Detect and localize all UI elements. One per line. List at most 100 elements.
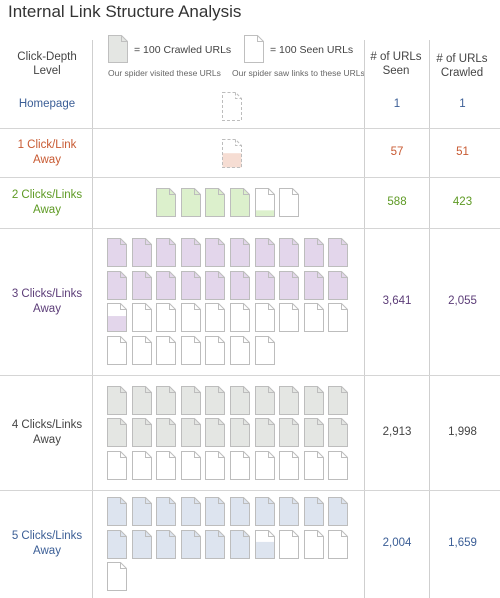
url-page-icon <box>205 529 226 559</box>
url-page-icon <box>279 303 300 333</box>
url-page-icon <box>107 562 127 591</box>
url-page-icon <box>303 450 324 480</box>
urls-seen-value: 2,913 <box>382 425 412 438</box>
url-page-icon <box>279 385 300 415</box>
url-page-icon <box>156 238 177 268</box>
urls-crawled-value: 1,998 <box>448 425 477 438</box>
url-page-icon <box>107 238 127 268</box>
url-page-icon <box>180 270 201 300</box>
urls-seen-value: 3,641 <box>382 294 412 307</box>
url-page-icon <box>230 303 250 333</box>
url-page-icon <box>180 335 201 365</box>
url-page-icon <box>107 529 127 559</box>
url-page-icon <box>107 450 127 480</box>
url-page-icon <box>328 270 349 300</box>
legend-crawled-icon <box>108 35 128 63</box>
url-page-icon <box>131 270 152 300</box>
url-page-icon <box>303 303 324 333</box>
url-page-icon <box>205 303 226 333</box>
row-divider <box>0 228 500 229</box>
url-page-icon <box>303 497 324 526</box>
url-page-icon <box>205 497 226 526</box>
url-page-icon <box>180 303 201 333</box>
url-page-icon <box>254 418 275 447</box>
url-page-icon <box>279 450 300 480</box>
url-page-icon <box>180 529 201 559</box>
url-page-icon <box>180 497 201 526</box>
url-page-icon <box>156 270 177 300</box>
urls-seen-value: 2,004 <box>382 537 412 549</box>
url-page-icon <box>205 188 226 217</box>
url-page-icon <box>254 303 275 333</box>
url-page-icon <box>279 238 300 268</box>
urls-seen-value: 588 <box>387 195 407 208</box>
url-page-icon <box>131 238 152 268</box>
url-page-icon <box>205 270 226 300</box>
url-page-icon <box>107 497 127 526</box>
url-page-icon <box>156 188 177 217</box>
url-page-icon <box>156 497 177 526</box>
column-divider-seen <box>364 40 365 598</box>
level-label: 2 Clicks/Links Away <box>11 188 83 216</box>
url-page-icon <box>156 335 177 365</box>
url-page-icon <box>131 385 152 415</box>
url-page-icon <box>328 529 349 559</box>
url-page-icon <box>254 238 275 268</box>
url-page-icon <box>328 303 349 333</box>
url-page-icon <box>205 418 226 447</box>
urls-seen-value: 57 <box>390 145 404 158</box>
url-page-icon <box>230 529 250 559</box>
url-page-icon <box>303 529 324 559</box>
legend-seen-note: Our spider saw links to these URLs <box>232 68 365 78</box>
level-label: 5 Clicks/Links Away <box>11 530 83 557</box>
url-page-icon <box>230 270 250 300</box>
urls-crawled-value: 1,659 <box>448 537 477 549</box>
column-divider-level <box>92 40 93 598</box>
url-page-icon <box>230 188 250 217</box>
level-label: 3 Clicks/Links Away <box>11 287 83 315</box>
url-page-icon <box>254 188 275 217</box>
url-page-icon <box>131 418 152 447</box>
legend-crawled-note: Our spider visited these URLs <box>108 68 221 78</box>
url-page-icon <box>303 238 324 268</box>
url-page-icon <box>328 385 349 415</box>
url-page-icon <box>107 303 127 333</box>
url-page-icon <box>328 450 349 480</box>
urls-crawled-value: 2,055 <box>448 294 477 307</box>
url-page-icon <box>230 238 250 268</box>
header-urls-seen: # of URLs Seen <box>370 51 422 77</box>
url-page-icon <box>254 385 275 415</box>
url-page-icon <box>156 418 177 447</box>
legend-seen-label: = 100 Seen URLs <box>270 44 354 56</box>
url-page-icon <box>180 188 201 217</box>
url-page-icon <box>156 529 177 559</box>
url-page-icon <box>131 450 152 480</box>
url-page-icon <box>107 418 127 447</box>
url-page-icon <box>279 497 300 526</box>
level-label: Homepage <box>18 98 76 110</box>
row-divider <box>0 177 500 178</box>
column-divider-crawled <box>429 40 430 598</box>
level-label: 1 Click/Link Away <box>17 138 77 166</box>
url-page-icon <box>131 303 152 333</box>
url-page-icon <box>107 385 127 415</box>
url-page-icon <box>131 497 152 526</box>
url-page-icon <box>205 335 226 365</box>
url-page-icon <box>180 238 201 268</box>
url-page-icon <box>230 497 250 526</box>
url-page-icon <box>131 529 152 559</box>
urls-crawled-value: 1 <box>459 98 466 110</box>
url-page-icon <box>303 418 324 447</box>
header-urls-crawled: # of URLs Crawled <box>436 53 488 79</box>
url-page-icon <box>328 418 349 447</box>
url-page-icon <box>254 270 275 300</box>
urls-seen-value: 1 <box>393 98 401 110</box>
url-page-icon <box>230 335 250 365</box>
row-divider <box>0 490 500 491</box>
row-divider <box>0 128 500 129</box>
url-page-icon <box>180 385 201 415</box>
url-page-icon <box>279 418 300 447</box>
url-page-icon <box>222 139 242 168</box>
row-divider <box>0 375 500 376</box>
urls-crawled-value: 423 <box>452 195 473 208</box>
